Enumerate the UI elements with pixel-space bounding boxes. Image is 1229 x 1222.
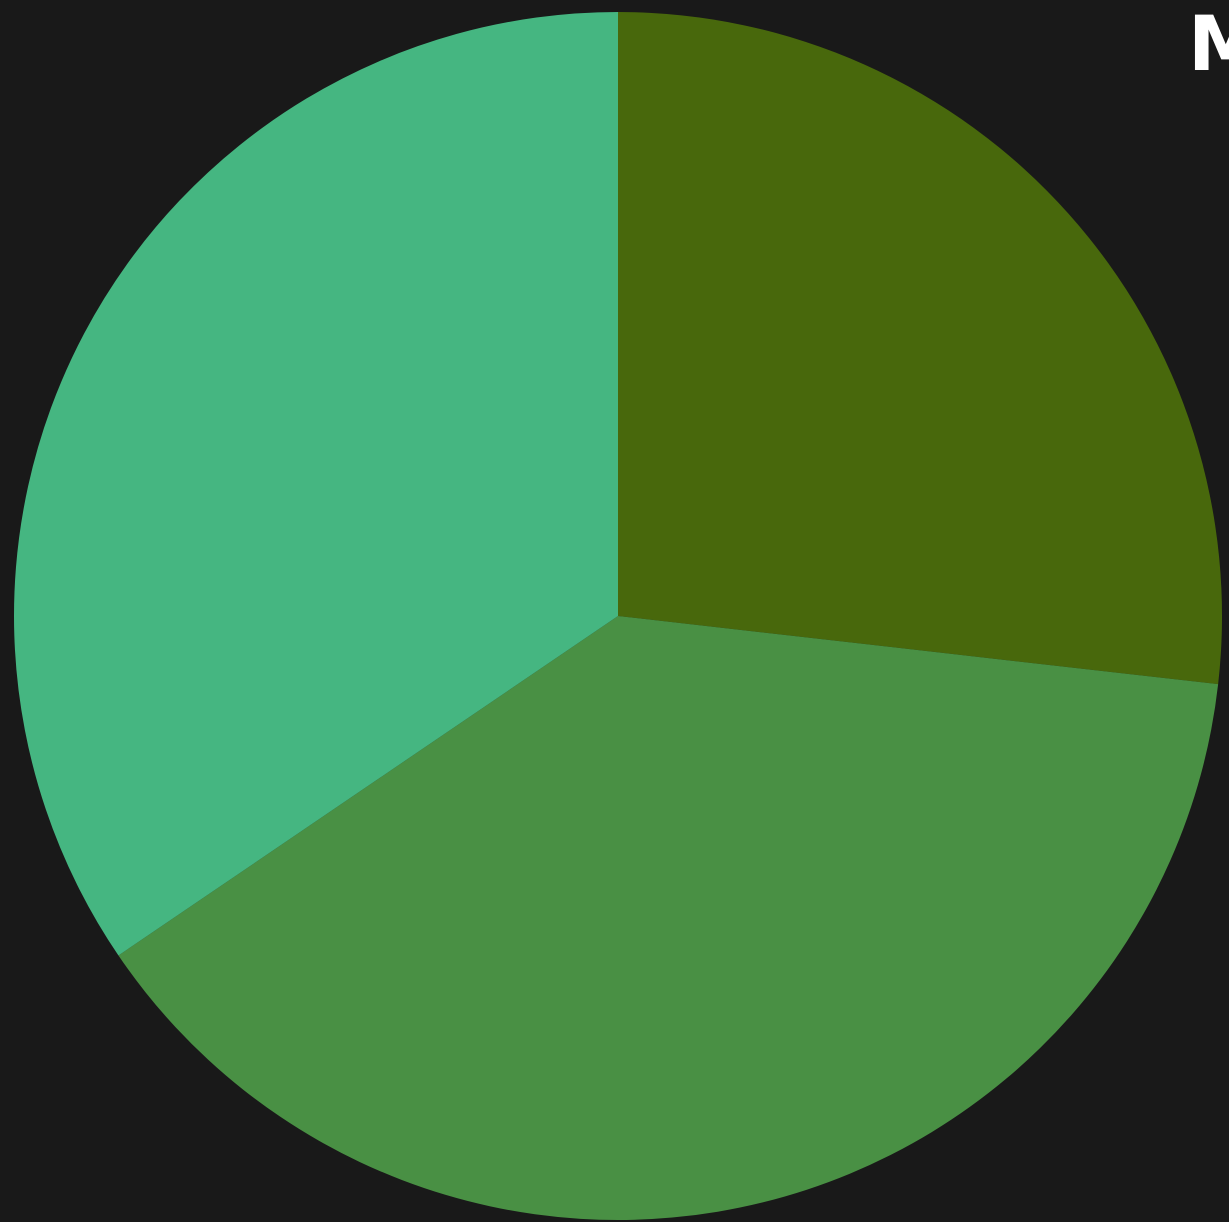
- chart-title: M: [1188, 0, 1229, 88]
- pie-slice-1: [618, 12, 1222, 685]
- pie-slice-3: [14, 12, 618, 956]
- pie-slice-2: [118, 616, 1219, 1221]
